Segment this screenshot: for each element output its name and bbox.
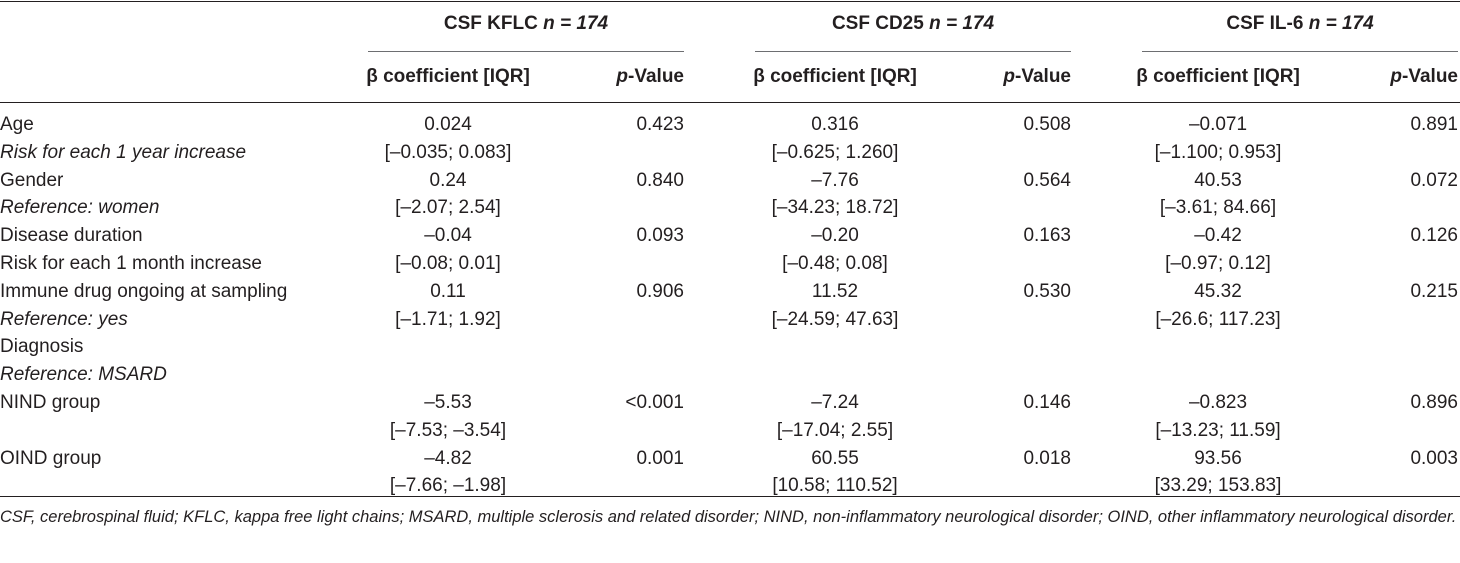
beta-cell-cd25: 11.52: [811, 280, 859, 302]
group-header-name: CSF IL-6: [1226, 13, 1304, 34]
beta-cell-cd25: 0.316: [811, 114, 859, 135]
p-value-cell-il6: 0.215: [1410, 280, 1458, 302]
beta-cell-il6: –0.823: [1188, 392, 1248, 413]
p-value-cell-cd25: 0.018: [1023, 447, 1071, 469]
row-label: Reference: yes: [0, 308, 128, 330]
p-value-cell-cd25: 0.163: [1023, 225, 1071, 247]
p-value-cell-il6: 0.072: [1410, 169, 1458, 191]
beta-header-il6: β coefficient [IQR]: [1136, 66, 1300, 87]
row-label: Gender: [0, 169, 64, 191]
p-suffix: -Value: [628, 66, 684, 87]
p-suffix: -Value: [1402, 66, 1458, 87]
row-label: Reference: MSARD: [0, 364, 167, 386]
beta-cell-il6: –0.42: [1194, 225, 1242, 247]
group-rule-kflc: [368, 51, 684, 52]
p-value-header-cd25: p-Value: [871, 66, 1071, 88]
beta-cell-il6: [–26.6; 117.23]: [1155, 308, 1281, 330]
p-value-cell-kflc: 0.093: [636, 225, 684, 247]
group-header-n: n = 174: [929, 13, 995, 34]
p-value-cell-il6: 0.896: [1410, 392, 1458, 413]
beta-cell-cd25: –0.20: [811, 225, 859, 247]
beta-cell-cd25: [–17.04; 2.55]: [776, 419, 894, 441]
top-rule: [0, 1, 1460, 2]
p-value-cell-il6: 0.126: [1410, 225, 1458, 247]
row-label: Disease duration: [0, 225, 143, 247]
group-header-il6: CSF IL-6 n = 174: [1100, 13, 1460, 35]
beta-cell-kflc: [–1.71; 1.92]: [395, 308, 501, 330]
p-value-cell-cd25: 0.146: [1023, 392, 1071, 413]
row-label: OIND group: [0, 447, 102, 469]
row-label: Age: [0, 114, 34, 135]
beta-cell-cd25: [–24.59; 47.63]: [771, 308, 899, 330]
row-label: Risk for each 1 year increase: [0, 141, 247, 163]
p-value-cell-cd25: 0.508: [1023, 114, 1071, 135]
p-value-cell-kflc: 0.840: [636, 169, 684, 191]
beta-cell-cd25: –7.76: [811, 169, 859, 191]
beta-cell-kflc: [–7.66; –1.98]: [389, 475, 507, 497]
table-footnote: CSF, cerebrospinal fluid; KFLC, kappa fr…: [0, 508, 1457, 526]
group-header-n: n = 174: [543, 13, 609, 34]
bottom-rule: [0, 496, 1460, 497]
p-value-cell-kflc: <0.001: [625, 392, 684, 413]
beta-header-cd25: β coefficient [IQR]: [753, 66, 917, 87]
p-value-header-kflc: p-Value: [484, 66, 684, 88]
group-header-kflc: CSF KFLC n = 174: [326, 13, 726, 35]
row-label: Reference: women: [0, 197, 160, 219]
p-value-cell-kflc: 0.906: [636, 280, 684, 302]
p-value-cell-cd25: 0.530: [1023, 280, 1071, 302]
group-header-name: CSF CD25: [831, 13, 924, 34]
beta-cell-cd25: [–34.23; 18.72]: [771, 197, 899, 219]
beta-cell-cd25: 60.55: [811, 447, 859, 469]
p-value-header-il6: p-Value: [1258, 66, 1458, 88]
beta-cell-il6: [–13.23; 11.59]: [1155, 419, 1281, 441]
beta-cell-cd25: [–0.625; 1.260]: [771, 141, 899, 163]
beta-cell-il6: 40.53: [1194, 169, 1242, 191]
row-label: Risk for each 1 month increase: [0, 253, 262, 274]
p-value-cell-kflc: 0.001: [636, 447, 684, 469]
beta-cell-il6: 45.32: [1194, 280, 1242, 302]
beta-cell-cd25: [10.58; 110.52]: [772, 475, 898, 497]
beta-cell-kflc: [–0.035; 0.083]: [384, 141, 512, 163]
row-label: Immune drug ongoing at sampling: [0, 280, 288, 302]
beta-cell-il6: [–3.61; 84.66]: [1159, 197, 1277, 219]
group-header-cd25: CSF CD25 n = 174: [713, 13, 1113, 35]
beta-cell-il6: –0.071: [1188, 114, 1248, 135]
row-label: NIND group: [0, 392, 101, 413]
beta-cell-kflc: 0.024: [424, 114, 472, 135]
beta-cell-kflc: –5.53: [424, 392, 472, 413]
beta-cell-kflc: 0.24: [429, 169, 467, 191]
p-value-cell-il6: 0.003: [1410, 447, 1458, 469]
row-label: Diagnosis: [0, 336, 84, 358]
beta-cell-il6: [–1.100; 0.953]: [1154, 141, 1282, 163]
p-value-cell-il6: 0.891: [1410, 114, 1458, 135]
p-value-cell-kflc: 0.423: [636, 114, 684, 135]
group-rule-il6: [1142, 51, 1458, 52]
beta-cell-il6: [33.29; 153.83]: [1154, 475, 1282, 497]
beta-cell-kflc: –4.82: [424, 447, 472, 469]
beta-cell-cd25: –7.24: [811, 392, 859, 413]
beta-header-kflc: β coefficient [IQR]: [366, 66, 530, 87]
beta-cell-kflc: 0.11: [430, 280, 466, 302]
p-value-cell-cd25: 0.564: [1023, 169, 1071, 191]
header-bottom-rule: [0, 102, 1460, 103]
beta-cell-cd25: [–0.48; 0.08]: [782, 253, 888, 274]
beta-cell-kflc: [–7.53; –3.54]: [389, 419, 507, 441]
beta-cell-kflc: –0.04: [424, 225, 472, 247]
group-header-n: n = 174: [1308, 13, 1374, 34]
beta-cell-il6: 93.56: [1194, 447, 1242, 469]
beta-cell-kflc: [–0.08; 0.01]: [395, 253, 501, 274]
p-suffix: -Value: [1015, 66, 1071, 87]
group-header-name: CSF KFLC: [443, 13, 538, 34]
p-italic: p: [1390, 66, 1403, 87]
p-italic: p: [1003, 66, 1016, 87]
group-rule-cd25: [755, 51, 1071, 52]
beta-cell-kflc: [–2.07; 2.54]: [395, 197, 501, 219]
beta-cell-il6: [–0.97; 0.12]: [1165, 253, 1271, 274]
p-italic: p: [616, 66, 629, 87]
